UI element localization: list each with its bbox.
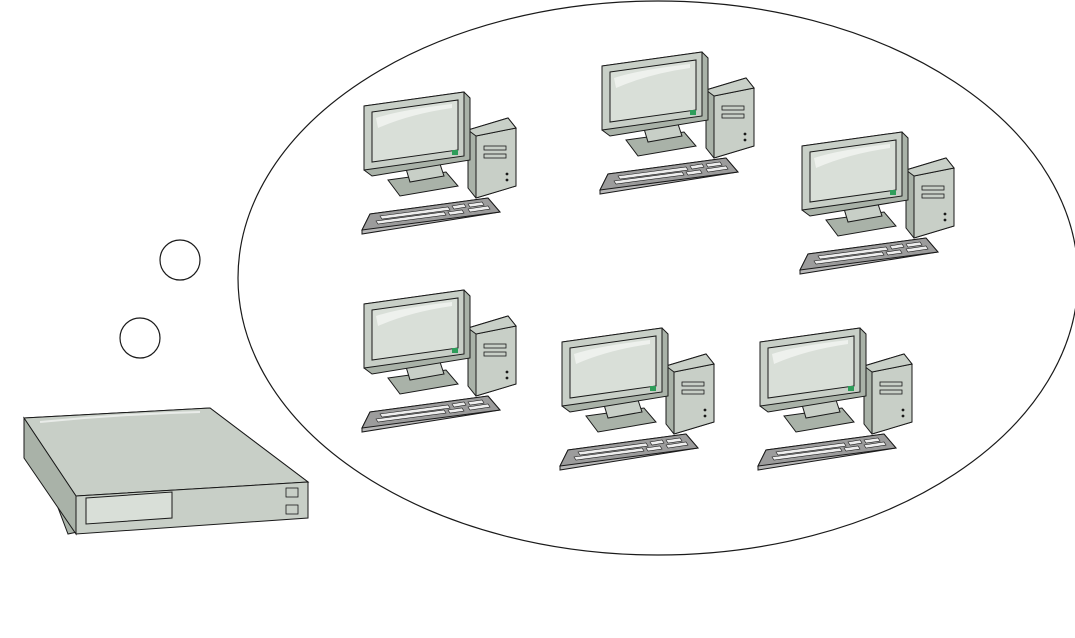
computer-top-center [599, 51, 755, 195]
desktop-computer-icon [361, 91, 517, 235]
computer-bottom-left [361, 289, 517, 433]
thought-bubble [237, 0, 1075, 556]
desktop-computer-icon [599, 51, 755, 195]
thought-circle-lower [119, 317, 161, 359]
computer-top-left [361, 91, 517, 235]
thought-circle-upper [159, 239, 201, 281]
desktop-computer-icon [361, 289, 517, 433]
computer-bottom-right [757, 327, 913, 471]
desktop-computer-icon [559, 327, 715, 471]
desktop-computer-icon [757, 327, 913, 471]
server-icon [23, 407, 310, 536]
computer-bottom-center [559, 327, 715, 471]
computer-right [799, 131, 955, 275]
desktop-computer-icon [799, 131, 955, 275]
